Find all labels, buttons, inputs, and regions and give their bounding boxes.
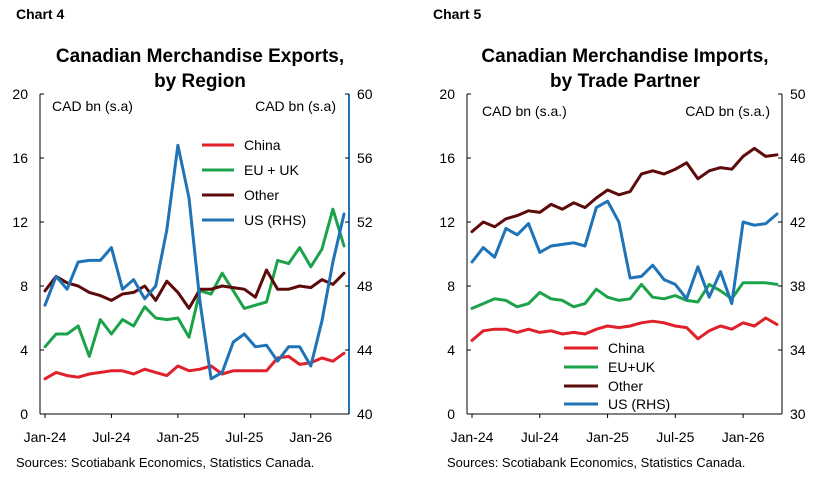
- chart4-xtick-label: Jul-25: [225, 429, 263, 445]
- chart5-label: Chart 5: [433, 6, 482, 22]
- chart5-right-unit-label: CAD bn (s.a.): [685, 103, 770, 119]
- chart5-title-line1: Canadian Merchandise Imports,: [481, 46, 769, 67]
- chart5-title: Canadian Merchandise Imports, by Trade P…: [455, 44, 795, 94]
- chart5-xtick-label: Jul-25: [656, 429, 694, 445]
- chart4-legend-china-label: China: [244, 137, 281, 153]
- chart4-legend-other-label: Other: [244, 187, 279, 203]
- chart5-legend-china-label: China: [608, 340, 645, 356]
- chart5-title-line2: by Trade Partner: [550, 71, 700, 92]
- chart4-xtick-label: Jan-26: [289, 429, 332, 445]
- chart5-series-us-rhs-line: [470, 199, 779, 306]
- chart5-ytick-right-label: 30: [790, 406, 806, 422]
- chart4-ytick-right-label: 56: [357, 150, 373, 166]
- chart4-title: Canadian Merchandise Exports, by Region: [30, 44, 370, 94]
- chart4-ytick-right-label: 40: [357, 406, 373, 422]
- chart5-legend-eu-uk-label: EU+UK: [608, 359, 656, 375]
- chart4-series-other-line: [43, 268, 346, 310]
- chart4-ytick-left-label: 16: [12, 150, 28, 166]
- chart4-ytick-left-label: 8: [20, 278, 28, 294]
- chart4-ytick-right-label: 52: [357, 214, 373, 230]
- chart5-ytick-left-label: 12: [439, 214, 455, 230]
- chart5-xtick-label: Jan-24: [451, 429, 494, 445]
- chart4-title-line1: Canadian Merchandise Exports,: [55, 46, 345, 67]
- chart4-legend-eu-uk-label: EU + UK: [244, 162, 300, 178]
- chart5-legend-us-rhs-label: US (RHS): [608, 396, 670, 412]
- chart4-xtick-label: Jan-25: [156, 429, 199, 445]
- chart5-ytick-right-label: 42: [790, 214, 806, 230]
- chart5-xtick-label: Jan-25: [586, 429, 629, 445]
- chart4-label: Chart 4: [16, 6, 65, 22]
- chart4-right-unit-label: CAD bn (s.a): [255, 98, 336, 114]
- chart5-ytick-left-label: 16: [439, 150, 455, 166]
- chart4-title-line2: by Region: [154, 71, 246, 92]
- chart4-source: Sources: Scotiabank Economics, Statistic…: [16, 455, 315, 470]
- chart5-ytick-right-label: 46: [790, 150, 806, 166]
- chart4-legend-us-rhs-label: US (RHS): [244, 212, 306, 228]
- chart5-series-eu-uk-line: [470, 281, 779, 310]
- chart5-series-other-line: [470, 146, 779, 234]
- chart4-ytick-left-label: 20: [12, 86, 28, 102]
- chart5-legend-other-label: Other: [608, 378, 643, 394]
- chart4-ytick-left-label: 4: [20, 342, 28, 358]
- chart4-series-us-rhs-line: [43, 143, 346, 381]
- chart4-series-china-line: [43, 351, 346, 381]
- chart5-xtick-label: Jan-26: [722, 429, 765, 445]
- chart5-ytick-right-label: 34: [790, 342, 806, 358]
- chart5-xtick-label: Jul-24: [521, 429, 559, 445]
- chart5-ytick-left-label: 0: [447, 406, 455, 422]
- chart5-ytick-right-label: 50: [790, 86, 806, 102]
- chart4-ytick-left-label: 12: [12, 214, 28, 230]
- chart4-ytick-right-label: 60: [357, 86, 373, 102]
- chart4-xtick-label: Jul-24: [92, 429, 130, 445]
- chart5-ytick-right-label: 38: [790, 278, 806, 294]
- chart5-left-unit-label: CAD bn (s.a.): [482, 103, 567, 119]
- chart4-left-unit-label: CAD bn (s.a): [52, 98, 133, 114]
- chart4-xtick-label: Jan-24: [24, 429, 67, 445]
- chart4-ytick-right-label: 48: [357, 278, 373, 294]
- chart4-ytick-right-label: 44: [357, 342, 373, 358]
- chart5-series-china-line: [470, 316, 779, 342]
- chart5-source: Sources: Scotiabank Economics, Statistic…: [447, 455, 746, 470]
- chart4-ytick-left-label: 0: [20, 406, 28, 422]
- chart5-ytick-left-label: 8: [447, 278, 455, 294]
- chart4-series-eu-uk-line: [43, 207, 346, 358]
- chart5-ytick-left-label: 20: [439, 86, 455, 102]
- chart5-ytick-left-label: 4: [447, 342, 455, 358]
